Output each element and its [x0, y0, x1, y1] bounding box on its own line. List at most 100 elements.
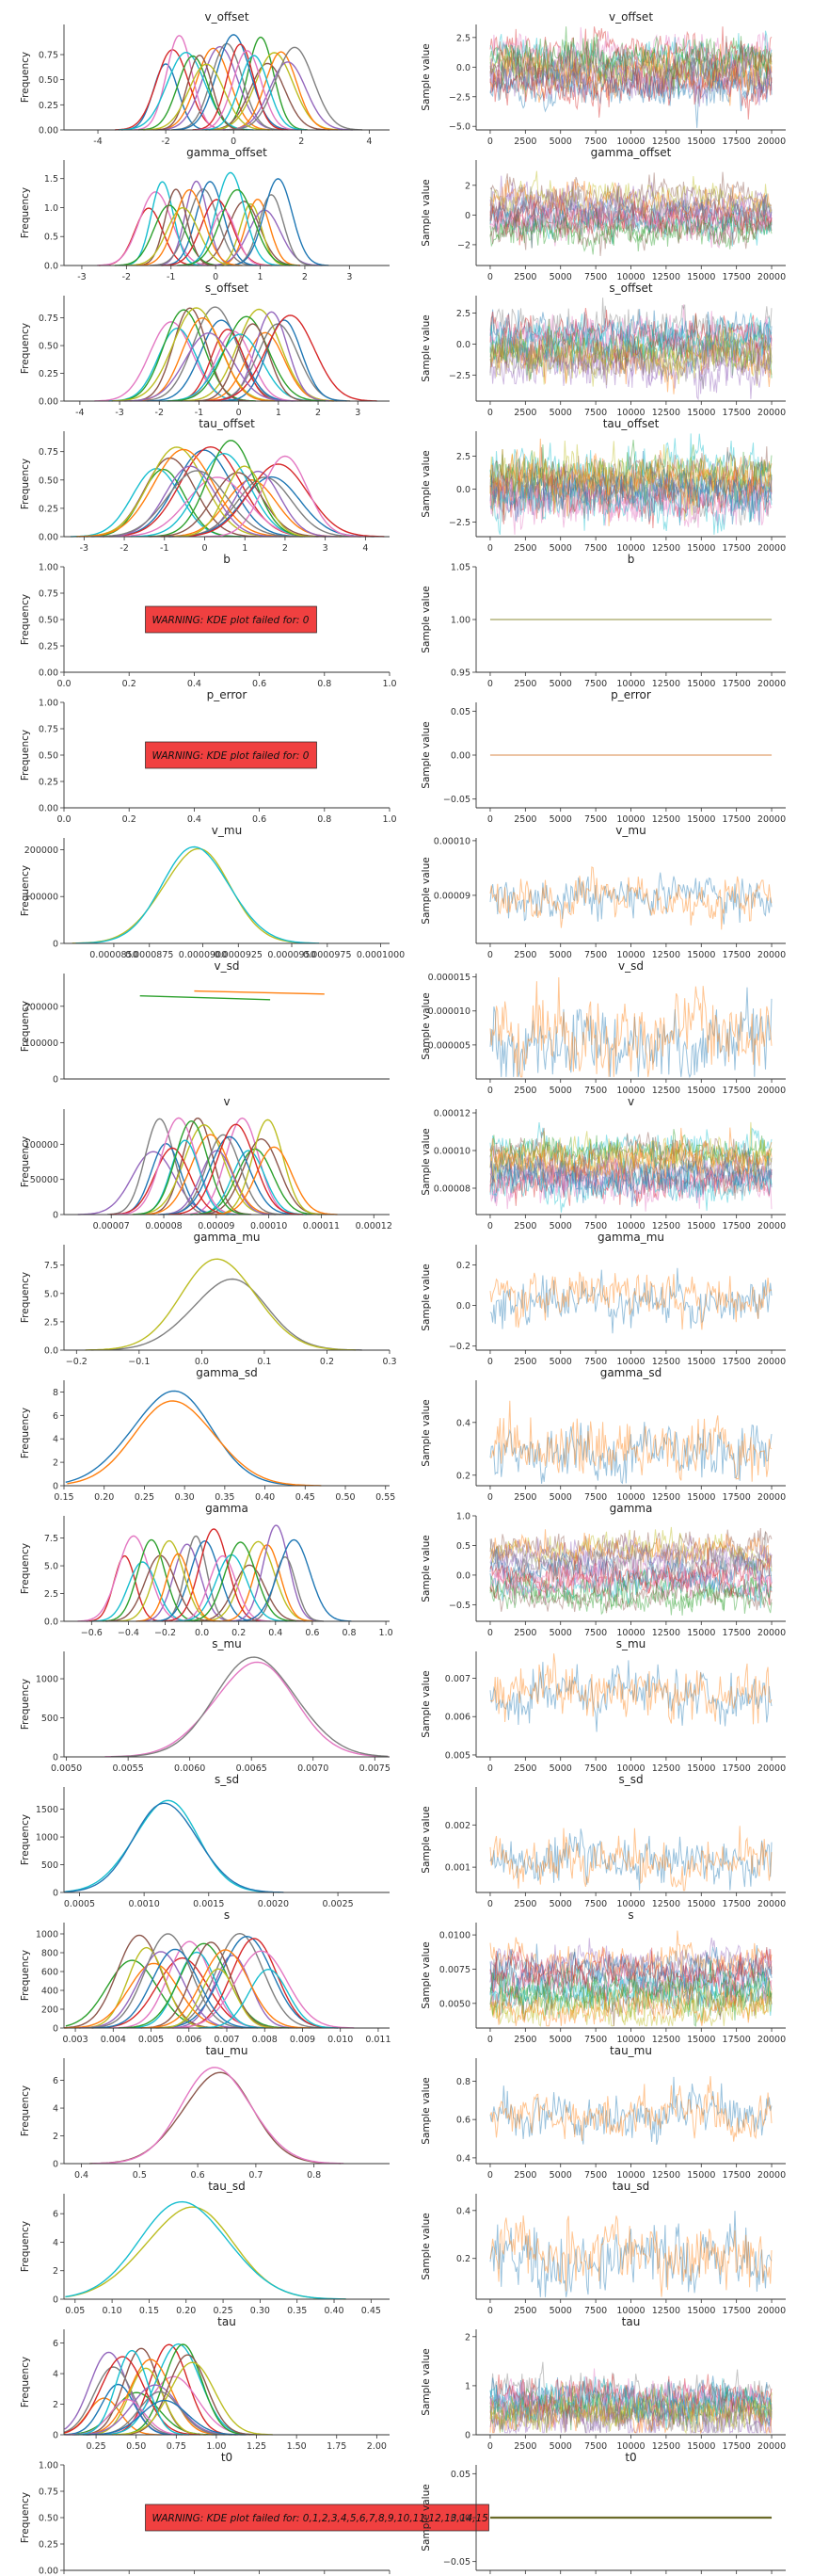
- trace-ytick-label: −2.5: [449, 518, 470, 528]
- kde-curve-4: [150, 188, 257, 266]
- trace-xtick-label: 10000: [616, 1899, 645, 1909]
- trace-ytick-label: 0.95: [451, 668, 470, 679]
- trace-chain-0: [489, 1267, 773, 1334]
- trace-xtick-label: 12500: [652, 2306, 680, 2316]
- kde-curve-9: [64, 2383, 177, 2436]
- kde-curve-7: [86, 2367, 206, 2436]
- trace-title: gamma_sd: [600, 1366, 662, 1379]
- kde-ytick-label: 0.25: [39, 778, 58, 788]
- kde-curve-9: [64, 1962, 244, 2029]
- trace-xtick-label: 12500: [652, 2441, 680, 2452]
- trace-ytick-label: 0.00010: [434, 1147, 470, 1157]
- trace-ytick-label: 0.0: [456, 1570, 470, 1581]
- kde-xtick-label: 0.005: [138, 2035, 164, 2045]
- kde-xtick-label: 0.0005: [64, 1899, 95, 1909]
- trace-ytick-label: 0.005: [445, 1750, 470, 1761]
- trace-chain-5: [489, 194, 773, 233]
- trace-chain-11: [489, 320, 773, 375]
- trace-panel-p_error: p_error Sample value −0.05 0.00 0.05 0 2500 500…: [421, 688, 786, 825]
- kde-curve-1: [136, 306, 294, 402]
- kde-ytick-label: 0.50: [39, 342, 58, 352]
- kde-xtick-label: 0.0001000: [357, 950, 405, 960]
- trace-ytick-label: 0.4: [456, 2206, 470, 2216]
- trace-xtick-label: 12500: [652, 1221, 680, 1232]
- trace-xtick-label: 20000: [757, 2306, 786, 2316]
- trace-title: gamma: [610, 1502, 653, 1515]
- kde-xtick-label: -3: [77, 272, 86, 282]
- trace-ytick-label: 0.4: [456, 1418, 470, 1428]
- trace-panel-gamma: gamma Sample value −0.5 0.0 0.5 1.0 0 2500 5000 7…: [421, 1502, 786, 1638]
- kde-ytick-label: 0.50: [39, 616, 58, 626]
- trace-chain-10: [489, 1976, 773, 2026]
- kde-xtick-label: 0.35: [215, 1492, 234, 1503]
- kde-panel-v_mu: v_muFrequency01000002000000.00008500.000…: [20, 824, 405, 960]
- trace-xtick-label: 15000: [687, 2441, 715, 2452]
- trace-ytick-label: 0.2: [456, 1261, 470, 1271]
- kde-ytick-label: 2: [53, 2400, 58, 2410]
- trace-title: v: [628, 1095, 634, 1108]
- kde-ytick-label: 0.50: [39, 2514, 58, 2524]
- kde-ytick-label: 0.25: [39, 642, 58, 652]
- trace-xtick-label: 5000: [550, 137, 572, 147]
- kde-xtick-label: 0.3: [382, 1357, 396, 1367]
- trace-chain-9: [489, 446, 773, 498]
- trace-chain-15: [489, 36, 773, 95]
- kde-warning-box: [145, 2504, 489, 2532]
- trace-chain-10: [489, 477, 773, 528]
- kde-xtick-label: 0.45: [295, 1492, 315, 1503]
- kde-curve-17: [111, 2361, 273, 2436]
- kde-xtick-label: 0.15: [139, 2306, 159, 2316]
- kde-panel-tau_offset: tau_offset Frequency 0.00 0.25 0.50 0.75 -3 -2 -…: [20, 417, 390, 554]
- trace-xtick-label: 20000: [757, 679, 786, 689]
- trace-xtick-label: 15000: [687, 950, 715, 960]
- kde-curve-1: [85, 1258, 357, 1351]
- trace-ylabel: Sample value: [421, 992, 432, 1059]
- trace-xtick-label: 12500: [652, 1899, 680, 1909]
- trace-xtick-label: 5000: [550, 1628, 572, 1638]
- kde-xtick-label: 2: [282, 543, 288, 554]
- kde-xtick-label: 0.00012: [356, 1221, 392, 1232]
- trace-ytick-label: 0.007: [445, 1674, 470, 1684]
- kde-ytick-label: 7.5: [44, 1534, 58, 1544]
- trace-xtick-label: 15000: [687, 1628, 715, 1638]
- kde-curve-1: [153, 47, 274, 131]
- kde-xtick-label: 0.00008: [145, 1221, 182, 1232]
- trace-xtick-label: 10000: [616, 272, 645, 282]
- trace-chain-8: [489, 40, 773, 97]
- trace-chain-4: [489, 1157, 773, 1208]
- kde-curve-16: [149, 472, 327, 538]
- trace-chain-4: [489, 57, 773, 107]
- trace-ytick-label: −0.5: [449, 1601, 470, 1611]
- trace-chain-2: [489, 1536, 773, 1582]
- kde-panel-gamma_offset: gamma_offset Frequency 0.0 0.5 1.0 1.5 -3 -2 -1 0…: [20, 146, 390, 282]
- trace-ytick-label: 0.000015: [428, 973, 470, 983]
- kde-ytick-label: 0: [53, 1889, 58, 1899]
- kde-xtick-label: 0.008: [252, 2035, 278, 2045]
- kde-curve-11: [116, 2343, 250, 2436]
- kde-title: s_sd: [215, 1773, 239, 1786]
- kde-ytick-label: 4: [53, 1435, 58, 1445]
- kde-title: v: [223, 1095, 230, 1108]
- kde-ytick-label: 0.5: [44, 233, 58, 243]
- kde-xtick-label: 0.0010: [129, 1899, 160, 1909]
- trace-chain-6: [489, 440, 773, 508]
- trace-xtick-label: 12500: [652, 1086, 680, 1096]
- trace-chain-9: [489, 179, 773, 226]
- kde-curve-17: [227, 46, 363, 131]
- trace-panel-v: v Sample value 0.00008 0.00010 0.00012 0 2500 5…: [421, 1095, 786, 1232]
- trace-xtick-label: 15000: [687, 408, 715, 418]
- kde-curve-18: [74, 2349, 190, 2436]
- kde-xtick-label: 0.0025: [322, 1899, 353, 1909]
- kde-ytick-label: 2.5: [44, 1317, 58, 1328]
- kde-xtick-label: 0.4: [74, 2170, 88, 2181]
- kde-title: t0: [221, 2451, 232, 2464]
- trace-chain-4: [489, 1555, 773, 1605]
- kde-xtick-label: 0: [213, 272, 218, 282]
- trace-ytick-label: 0.6: [456, 2116, 470, 2126]
- trace-ytick-label: 0.2: [456, 1471, 470, 1481]
- kde-xtick-label: -2: [155, 408, 164, 418]
- trace-xtick-label: 7500: [584, 272, 607, 282]
- kde-curve-15: [155, 54, 245, 131]
- trace-xtick-label: 17500: [723, 2306, 751, 2316]
